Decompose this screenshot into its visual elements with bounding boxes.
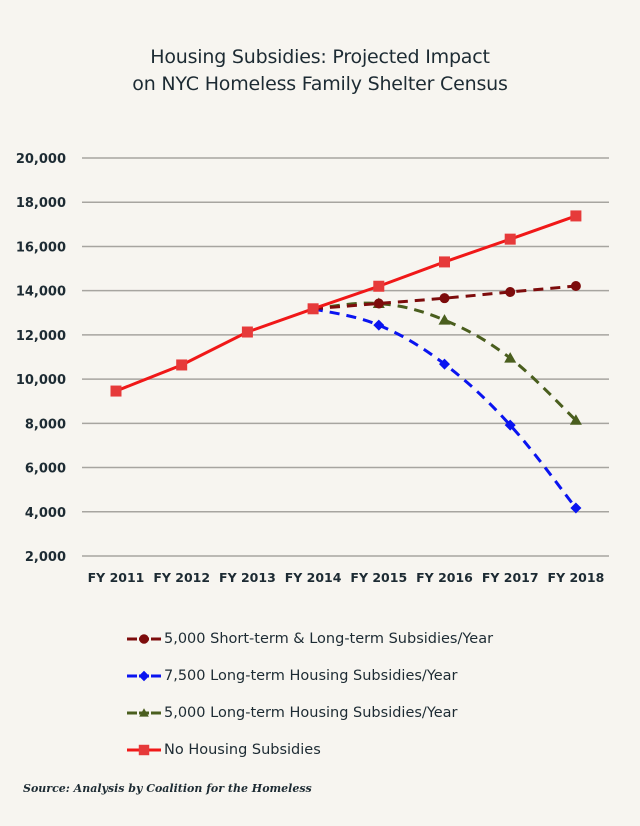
series-markers [110,210,582,514]
marker-square [439,256,450,268]
marker-circle [570,281,581,292]
y-tick-label: 2,000 [25,550,66,565]
x-tick-label: FY 2015 [350,570,407,585]
line-chart: 20,000 18,000 16,000 14,000 12,000 10,000 8,00… [16,152,609,585]
marker-square [570,210,582,222]
x-tick-label: FY 2014 [285,570,342,585]
marker-diamond [138,670,150,681]
x-tick-label: FY 2011 [88,570,145,585]
marker-circle [439,293,450,304]
y-tick-label: 4,000 [25,506,66,521]
legend: 5,000 Short-term & Long-term Subsidies/Y… [126,620,493,768]
legend-swatch-diamond-icon [127,670,161,681]
legend-label: 5,000 Short-term & Long-term Subsidies/Y… [164,630,494,647]
legend-swatch-triangle-icon [127,707,161,717]
y-tick-label: 18,000 [16,196,66,211]
marker-square [307,303,319,315]
legend-swatch-square-icon [127,744,161,755]
legend-swatch-circle-icon [127,633,161,644]
marker-square [373,280,385,292]
marker-square [110,385,122,397]
source-note: Source: Analysis by Coalition for the Ho… [23,782,312,795]
legend-item-5000-long-term: 5,000 Long-term Housing Subsidies/Year [126,694,493,731]
series-lines [115,214,578,509]
marker-square [241,326,253,338]
series-line [312,307,578,509]
x-tick-label: FY 2017 [482,570,539,585]
y-tick-label: 10,000 [16,373,66,388]
marker-circle [139,633,149,644]
gridlines [82,157,609,557]
x-tick-label: FY 2013 [219,570,276,585]
marker-circle [505,286,516,297]
marker-diamond [439,358,450,370]
marker-square [176,359,188,371]
marker-triangle [569,414,582,425]
chart-title-line-2: on NYC Homeless Family Shelter Census [132,73,508,95]
x-tick-label: FY 2016 [416,570,473,585]
legend-label: 7,500 Long-term Housing Subsidies/Year [164,667,458,684]
marker-circle [373,298,384,309]
legend-label: 5,000 Long-term Housing Subsidies/Year [164,704,458,721]
marker-diamond [570,502,582,514]
series-markers-group [110,210,582,397]
chart-title-line-1: Housing Subsidies: Projected Impact [150,46,490,68]
marker-diamond [504,419,516,431]
x-tick-label: FY 2012 [153,570,210,585]
legend-item-7500-long-term: 7,500 Long-term Housing Subsidies/Year [126,657,493,694]
series-markers-group [372,297,582,425]
marker-diamond [373,319,385,331]
series-line [312,284,577,311]
y-axis-tick-labels: 20,000 18,000 16,000 14,000 12,000 10,000 8,00… [16,152,66,565]
series-line [115,214,577,393]
marker-square [138,744,150,755]
y-tick-label: 16,000 [16,240,66,255]
legend-label: No Housing Subsidies [164,741,321,758]
series-line [312,301,577,422]
y-tick-label: 20,000 [16,152,66,167]
marker-triangle [438,314,451,325]
legend-item-short-long-term: 5,000 Short-term & Long-term Subsidies/Y… [126,620,493,657]
marker-triangle [139,707,149,717]
x-axis-tick-labels: FY 2011 FY 2012 FY 2013 FY 2014 FY 2015 FY 20… [88,570,605,585]
series-markers-group [373,319,582,514]
x-tick-label: FY 2018 [548,570,605,585]
series-markers-group [373,281,581,309]
y-tick-label: 6,000 [25,462,66,477]
legend-item-no-subsidies: No Housing Subsidies [126,731,493,768]
marker-square [504,233,516,245]
chart-title: Housing Subsidies: Projected Impact on N… [0,44,640,98]
y-tick-label: 14,000 [16,285,66,300]
marker-triangle [504,352,517,363]
y-tick-label: 8,000 [25,417,66,432]
y-tick-label: 12,000 [16,329,66,344]
